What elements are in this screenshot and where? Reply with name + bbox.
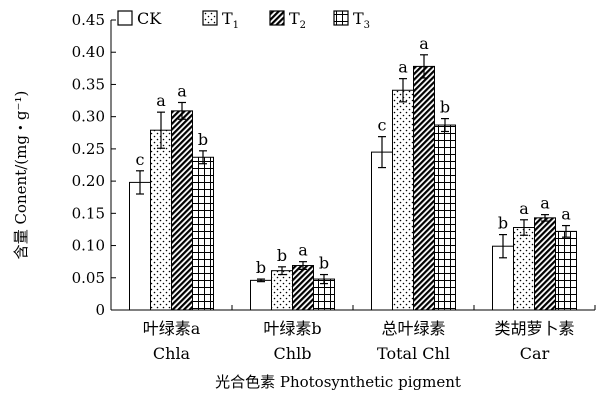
significance-letter: c: [136, 150, 145, 169]
y-tick-label: 0.25: [72, 140, 105, 158]
significance-letter: a: [398, 58, 408, 77]
legend-label: T2: [289, 9, 306, 31]
x-tick-label-en: Chla: [153, 344, 191, 363]
bar: [555, 230, 577, 311]
y-axis-label: 含量 Conent/(mg・g⁻¹): [12, 91, 30, 260]
legend-swatch: [117, 10, 133, 26]
y-tick-label: 0.05: [72, 269, 105, 287]
legend-label: CK: [137, 9, 162, 28]
significance-letter: a: [540, 194, 550, 213]
y-tick-label: 0.20: [72, 172, 105, 190]
bar: [192, 156, 214, 311]
y-tick-label: 0.35: [72, 75, 105, 93]
significance-letter: a: [519, 199, 529, 218]
bar: [171, 110, 193, 311]
bar: [434, 124, 456, 311]
legend-label-subscript: 3: [364, 20, 370, 31]
significance-letter: b: [498, 214, 508, 233]
legend-swatch: [269, 10, 285, 26]
significance-letter: b: [256, 258, 266, 277]
bar: [413, 65, 435, 311]
significance-letter: b: [440, 98, 450, 117]
significance-letter: a: [177, 81, 187, 100]
legend-label: T3: [353, 9, 370, 31]
y-tick-label: 0.30: [72, 108, 105, 126]
y-tick-label: 0: [95, 301, 105, 319]
x-tick-label-en: Chlb: [274, 344, 312, 363]
y-axis: 0 0.05 0.10 0.15 0.20 0.25 0.30 0.35 0.40 0.45: [72, 11, 116, 319]
legend-swatch: [202, 10, 218, 26]
legend-label-subscript: 1: [233, 20, 239, 31]
legend-swatch: [333, 10, 349, 26]
y-tick-label: 0.15: [72, 204, 105, 222]
bar: [150, 129, 172, 311]
legend: CK T1 T2 T3: [117, 9, 370, 31]
significance-letter: c: [378, 116, 387, 135]
bar: [271, 270, 293, 311]
x-tick-label-en: Car: [520, 344, 550, 363]
significance-letter: b: [319, 254, 329, 273]
significance-letter: a: [419, 34, 429, 53]
significance-letter: b: [198, 130, 208, 149]
y-tick-label: 0.45: [72, 11, 105, 29]
bar: [129, 181, 151, 311]
x-tick-label-zh: 类胡萝卜素: [494, 319, 574, 338]
x-tick-label-zh: 总叶绿素: [381, 319, 445, 338]
y-tick-label: 0.40: [72, 43, 105, 61]
bar: [534, 217, 556, 311]
legend-label: T1: [222, 9, 239, 31]
bar: [292, 265, 314, 311]
bar: [513, 227, 535, 311]
x-tick-label-zh: 叶绿素b: [263, 319, 321, 338]
significance-letter: a: [298, 241, 308, 260]
bar: [250, 279, 272, 311]
significance-letter: a: [561, 205, 571, 224]
bar: [392, 89, 414, 311]
x-tick-label-en: Total Chl: [377, 344, 450, 363]
significance-letter: b: [277, 246, 287, 265]
legend-label-subscript: 2: [300, 20, 306, 31]
significance-letter: a: [156, 91, 166, 110]
x-axis-label: 光合色素 Photosynthetic pigment: [215, 373, 461, 391]
y-tick-label: 0.10: [72, 237, 105, 255]
bar: [371, 151, 393, 311]
x-tick-label-zh: 叶绿素a: [143, 319, 201, 338]
x-axis: 叶绿素a Chla 叶绿素b Chlb 总叶绿素 Total Chl 类胡萝卜素 Car: [111, 305, 596, 363]
